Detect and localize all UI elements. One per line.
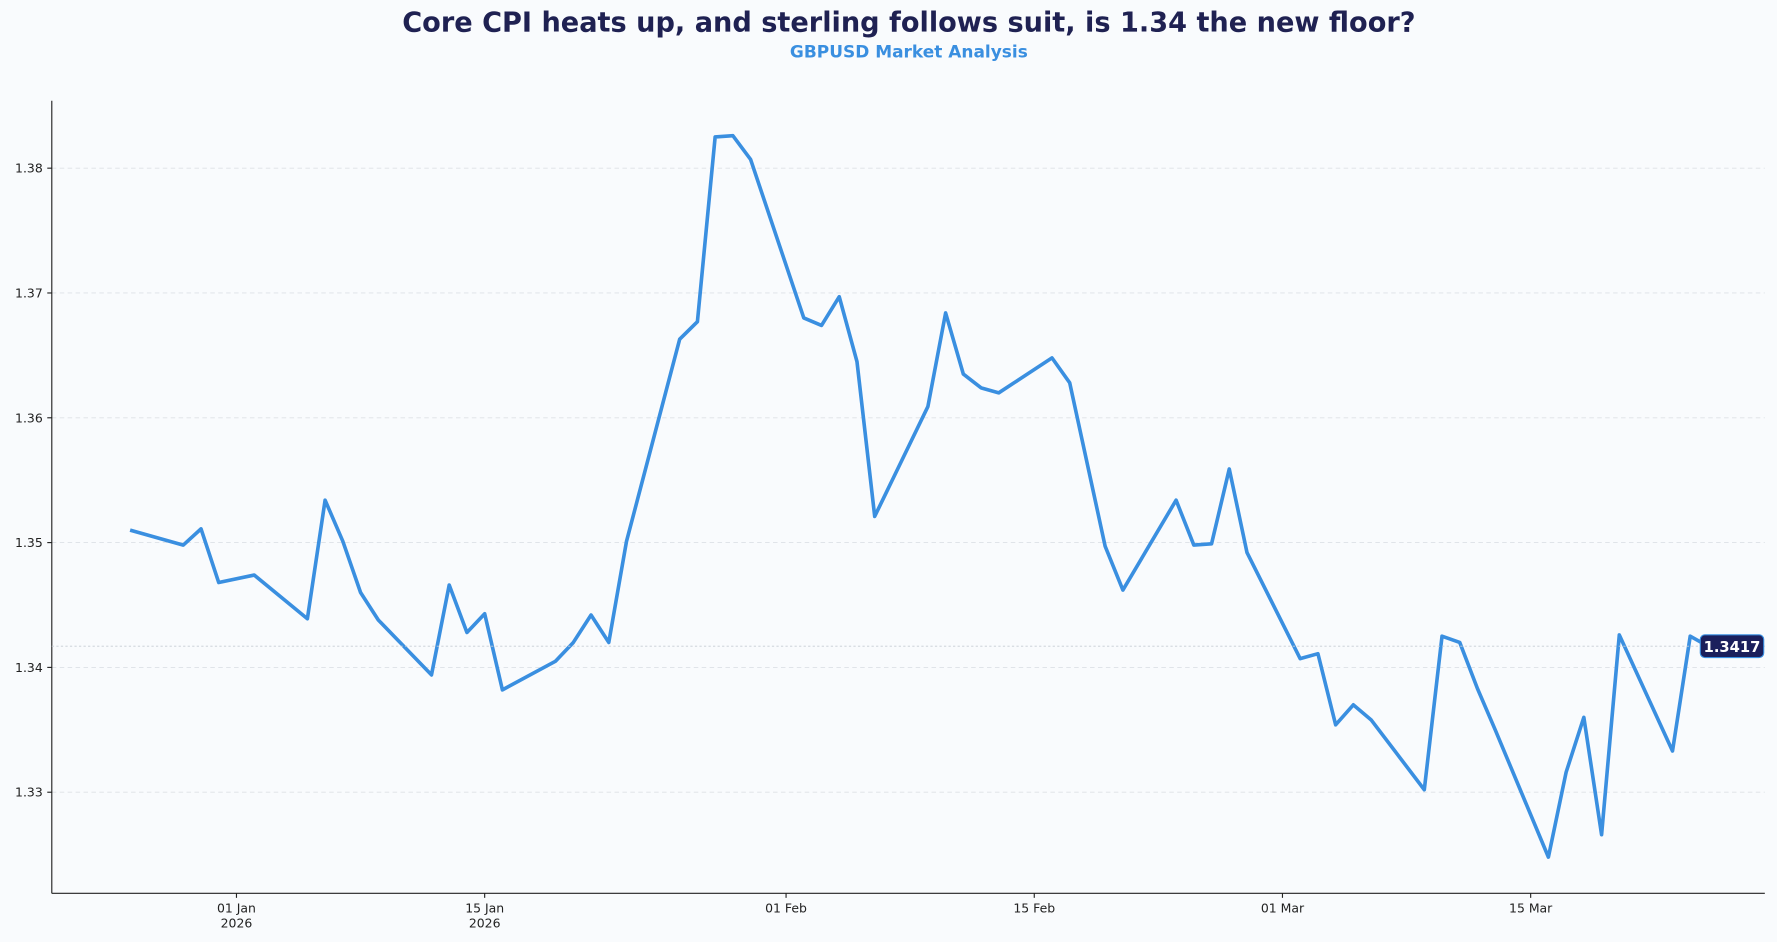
x-tick-label: 15 Feb <box>1013 901 1055 916</box>
y-tick-label: 1.34 <box>15 660 43 675</box>
x-tick-label: 15 Mar <box>1509 901 1553 916</box>
x-tick-label: 01 Mar <box>1261 901 1305 916</box>
y-tick-label: 1.35 <box>15 535 43 550</box>
x-tick-label: 2026 <box>469 915 501 930</box>
chart-subtitle: GBPUSD Market Analysis <box>790 43 1028 63</box>
last-value-badge <box>1699 634 1765 659</box>
last-value-label: 1.3417 <box>1704 639 1761 656</box>
y-tick-label: 1.38 <box>15 161 43 176</box>
y-tick-label: 1.33 <box>15 785 43 800</box>
y-tick-label: 1.37 <box>15 286 43 301</box>
y-tick-label: 1.36 <box>15 410 43 425</box>
chart-title: Core CPI heats up, and sterling follows … <box>402 8 1415 39</box>
x-tick-label: 2026 <box>221 915 253 930</box>
x-tick-label: 01 Jan <box>217 901 256 916</box>
price-line <box>129 133 1709 859</box>
x-tick-label: 15 Jan <box>465 901 504 916</box>
x-tick-label: 01 Feb <box>765 901 807 916</box>
